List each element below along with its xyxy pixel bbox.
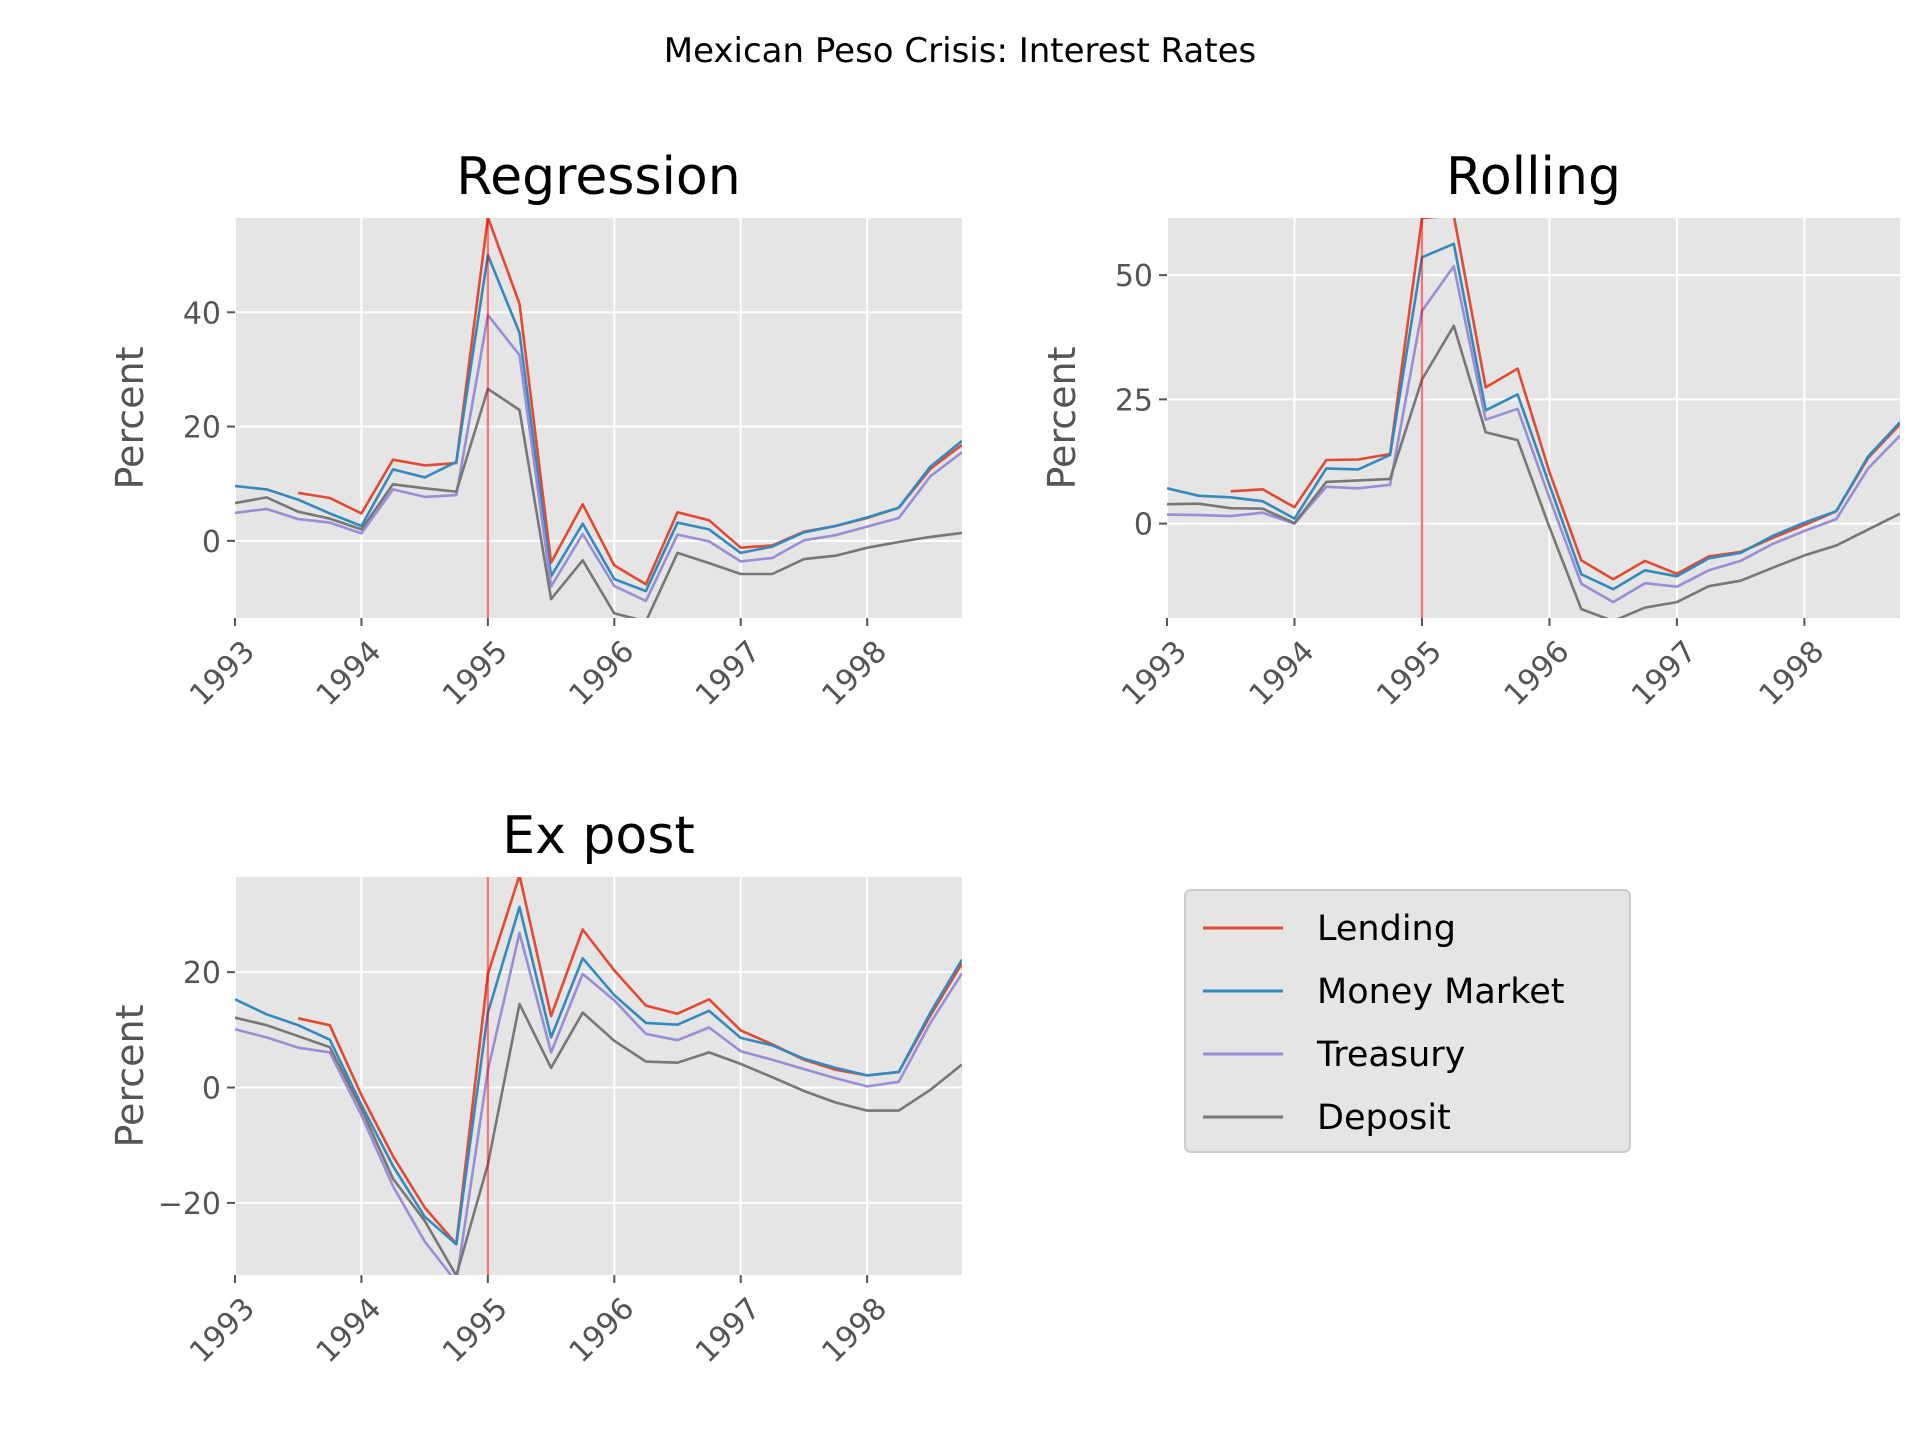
series-line-treasury <box>235 931 962 1275</box>
x-tick-label: 1998 <box>1753 634 1832 713</box>
x-tick-label: 1995 <box>436 1291 515 1370</box>
series-line-money-market <box>1167 242 1900 591</box>
panel-title: Ex post <box>502 806 694 866</box>
panel-title: Regression <box>456 147 740 207</box>
x-tick-label: 1998 <box>815 1291 894 1370</box>
series-line-deposit <box>1167 324 1900 618</box>
legend: Lending Money Market Treasury Deposit <box>1184 889 1631 1153</box>
x-tick-label: 1997 <box>689 634 768 713</box>
series-line-money-market <box>235 905 962 1246</box>
x-tick-label: 1993 <box>1115 634 1194 713</box>
y-axis-label: Percent <box>108 347 152 490</box>
y-tick-label: 20 <box>183 411 221 446</box>
x-tick-label: 1994 <box>1243 634 1322 713</box>
x-tick-label: 1995 <box>1370 634 1449 713</box>
y-tick-label: 20 <box>183 956 221 991</box>
x-tick-label: 1997 <box>1625 634 1704 713</box>
series-line-money-market <box>235 253 962 593</box>
chart-panels: 1993 1994 1995 1996 1997 1998 0 20 40 Regression P… <box>108 147 1900 1370</box>
x-tick-label: 1996 <box>562 634 641 713</box>
series-line-deposit <box>235 1002 962 1275</box>
series-group <box>1167 218 1900 618</box>
series-group <box>235 877 962 1275</box>
y-tick-label: 0 <box>1134 508 1153 543</box>
legend-label: Lending <box>1317 909 1456 949</box>
x-tick-label: 1998 <box>815 634 894 713</box>
y-tick-label: 0 <box>202 1072 221 1107</box>
x-tick-label: 1996 <box>562 1291 641 1370</box>
x-tick-label: 1997 <box>689 1291 768 1370</box>
x-tick-label: 1995 <box>436 634 515 713</box>
legend-label: Treasury <box>1316 1035 1465 1075</box>
legend-label: Deposit <box>1317 1098 1451 1138</box>
y-tick-label: 40 <box>183 296 221 331</box>
panel-title: Rolling <box>1446 147 1621 207</box>
series-line-lending <box>1230 218 1900 581</box>
y-axis-label: Percent <box>1040 347 1084 490</box>
y-axis-label: Percent <box>108 1005 152 1148</box>
series-group <box>235 218 962 618</box>
series-line-deposit <box>235 387 962 618</box>
y-tick-label: 25 <box>1115 383 1153 418</box>
x-tick-label: 1994 <box>310 634 389 713</box>
x-tick-label: 1993 <box>183 634 262 713</box>
panel-1: 1993 1994 1995 1996 1997 1998 0 25 50 Rolling Perc… <box>1040 147 1900 713</box>
panel-0: 1993 1994 1995 1996 1997 1998 0 20 40 Regression P… <box>108 147 962 713</box>
legend-label: Money Market <box>1317 972 1564 1012</box>
x-tick-label: 1996 <box>1498 634 1577 713</box>
plot-area <box>235 877 962 1275</box>
figure-suptitle: Mexican Peso Crisis: Interest Rates <box>664 31 1256 71</box>
y-tick-label: −20 <box>158 1187 221 1222</box>
panel-2: 1993 1994 1995 1996 1997 1998 −20 0 20 Ex post Per… <box>108 806 962 1370</box>
y-tick-label: 50 <box>1115 259 1153 294</box>
x-tick-label: 1994 <box>310 1291 389 1370</box>
y-tick-label: 0 <box>202 525 221 560</box>
legend-box <box>1184 889 1631 1153</box>
series-line-treasury <box>235 313 962 603</box>
x-tick-label: 1993 <box>183 1291 262 1370</box>
